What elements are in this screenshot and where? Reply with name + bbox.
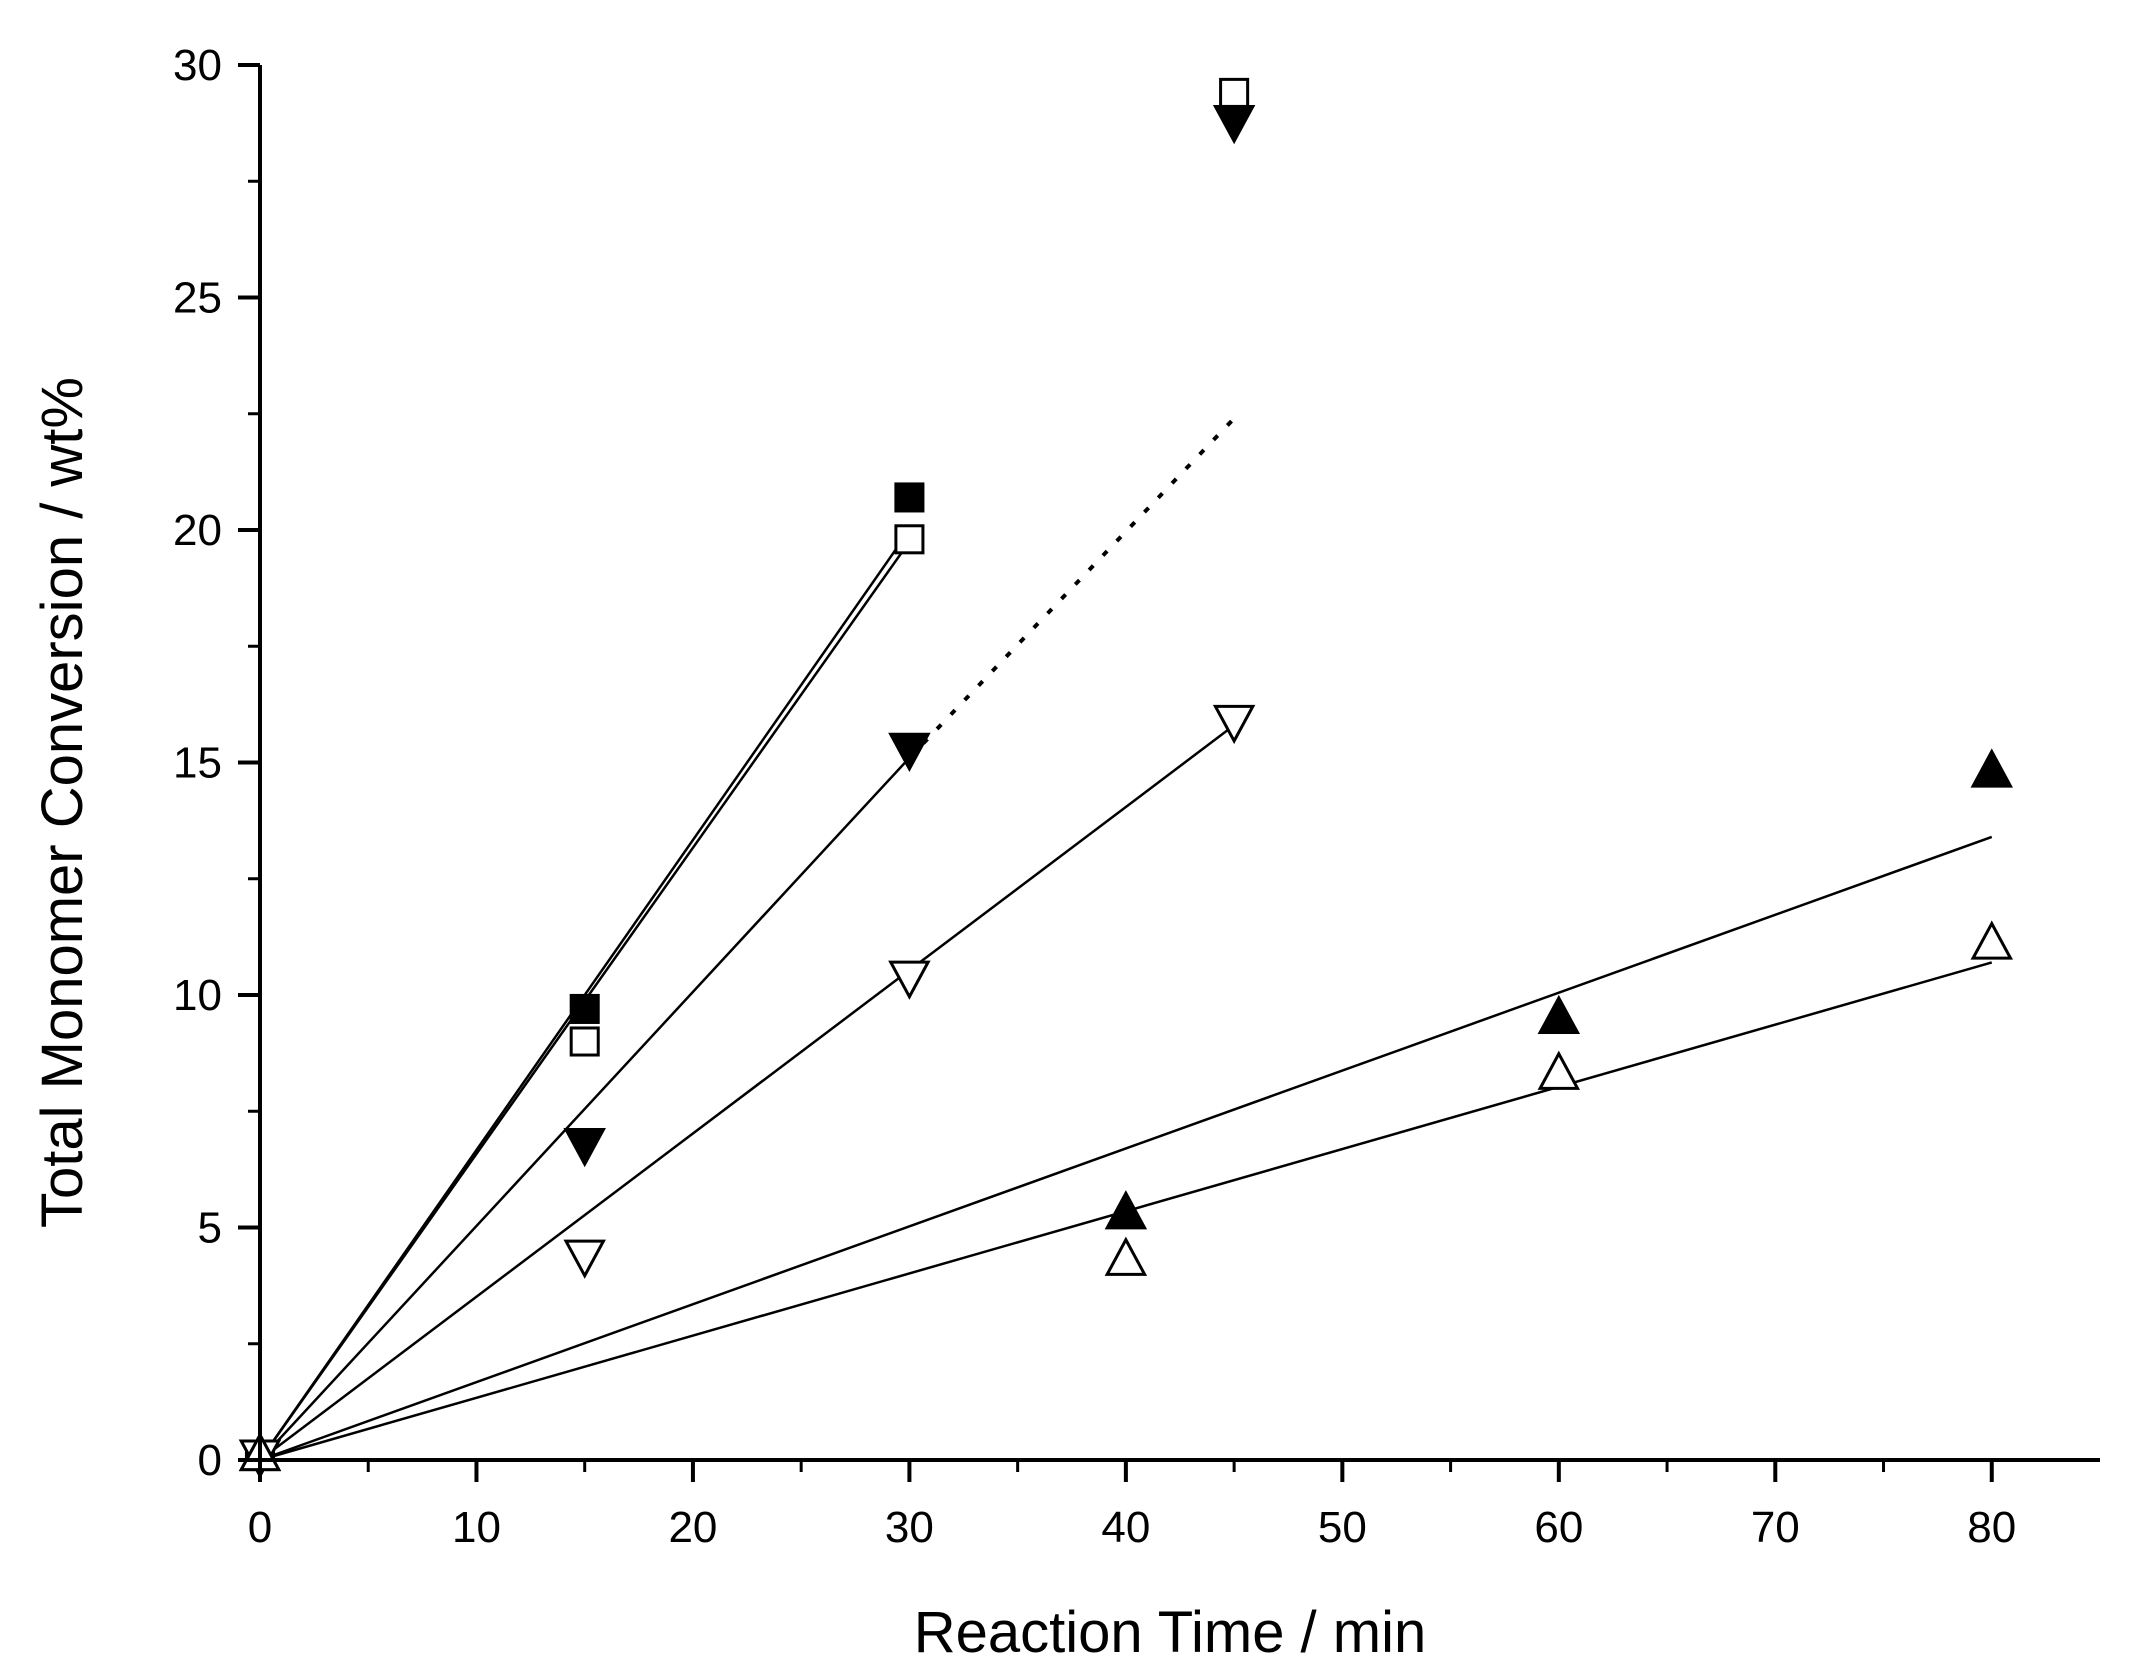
fit-open-down-triangle: [259, 724, 1235, 1461]
y-tick-label-0: 0: [198, 1436, 222, 1485]
filled-square-point-1: [569, 993, 600, 1024]
open-up-triangle-point-2: [1537, 1050, 1581, 1090]
filled-down-triangle-point-3: [1212, 105, 1256, 145]
y-tick-label-15: 15: [173, 739, 222, 788]
open-up-triangle-point-3: [1970, 920, 2014, 960]
y-tick-label-25: 25: [173, 274, 222, 323]
filled-up-triangle-point-1: [1104, 1190, 1148, 1230]
open-down-triangle-point-1: [563, 1239, 606, 1279]
filled-up-triangle-point-3: [1970, 748, 2014, 788]
filled-down-triangle-point-1: [563, 1128, 606, 1168]
open-down-triangle-point-2: [888, 960, 931, 1000]
filled-square-point-2: [894, 482, 925, 513]
y-axis-ticks: 0 5 10 15 20 25 30: [173, 41, 260, 1485]
filled-up-triangle-point-2: [1537, 994, 1581, 1035]
x-tick-label-30: 30: [885, 1503, 934, 1552]
y-axis-label: Total Monomer Conversion / wt%: [30, 377, 95, 1228]
open-square-point-2: [894, 524, 925, 555]
axes: 0 10 20 30 40 50 60 70 80 0 5 10 15 20 25 30: [173, 41, 2100, 1552]
filled-down-triangle-point-2: [888, 732, 931, 772]
x-tick-label-80: 80: [1967, 1503, 2016, 1552]
open-down-triangle-point-3: [1212, 704, 1256, 745]
x-axis-label: Reaction Time / min: [914, 1600, 1427, 1665]
x-tick-label-70: 70: [1751, 1503, 1800, 1552]
x-tick-label-10: 10: [452, 1503, 501, 1552]
open-square-point-1: [569, 1026, 600, 1057]
open-square-point-3: [1219, 77, 1250, 108]
fit-filled-down-triangle: [259, 757, 911, 1461]
y-tick-label-5: 5: [198, 1204, 222, 1253]
open-up-triangle-point-1: [1104, 1236, 1148, 1276]
x-tick-label-60: 60: [1534, 1503, 1583, 1552]
x-tick-label-20: 20: [668, 1503, 717, 1552]
x-tick-label-50: 50: [1318, 1503, 1367, 1552]
y-tick-label-20: 20: [173, 506, 222, 555]
x-axis-ticks: 0 10 20 30 40 50 60 70 80: [248, 1460, 2016, 1552]
fit-lines: [258, 417, 1993, 1462]
fit-filled-down-triangle-extension: [907, 417, 1236, 760]
fit-filled-up-triangle: [259, 835, 1993, 1462]
y-tick-label-10: 10: [173, 971, 222, 1020]
y-tick-label-30: 30: [173, 41, 222, 90]
data-markers: [238, 77, 2014, 1479]
x-tick-label-40: 40: [1101, 1503, 1150, 1552]
x-tick-label-0: 0: [248, 1503, 272, 1552]
